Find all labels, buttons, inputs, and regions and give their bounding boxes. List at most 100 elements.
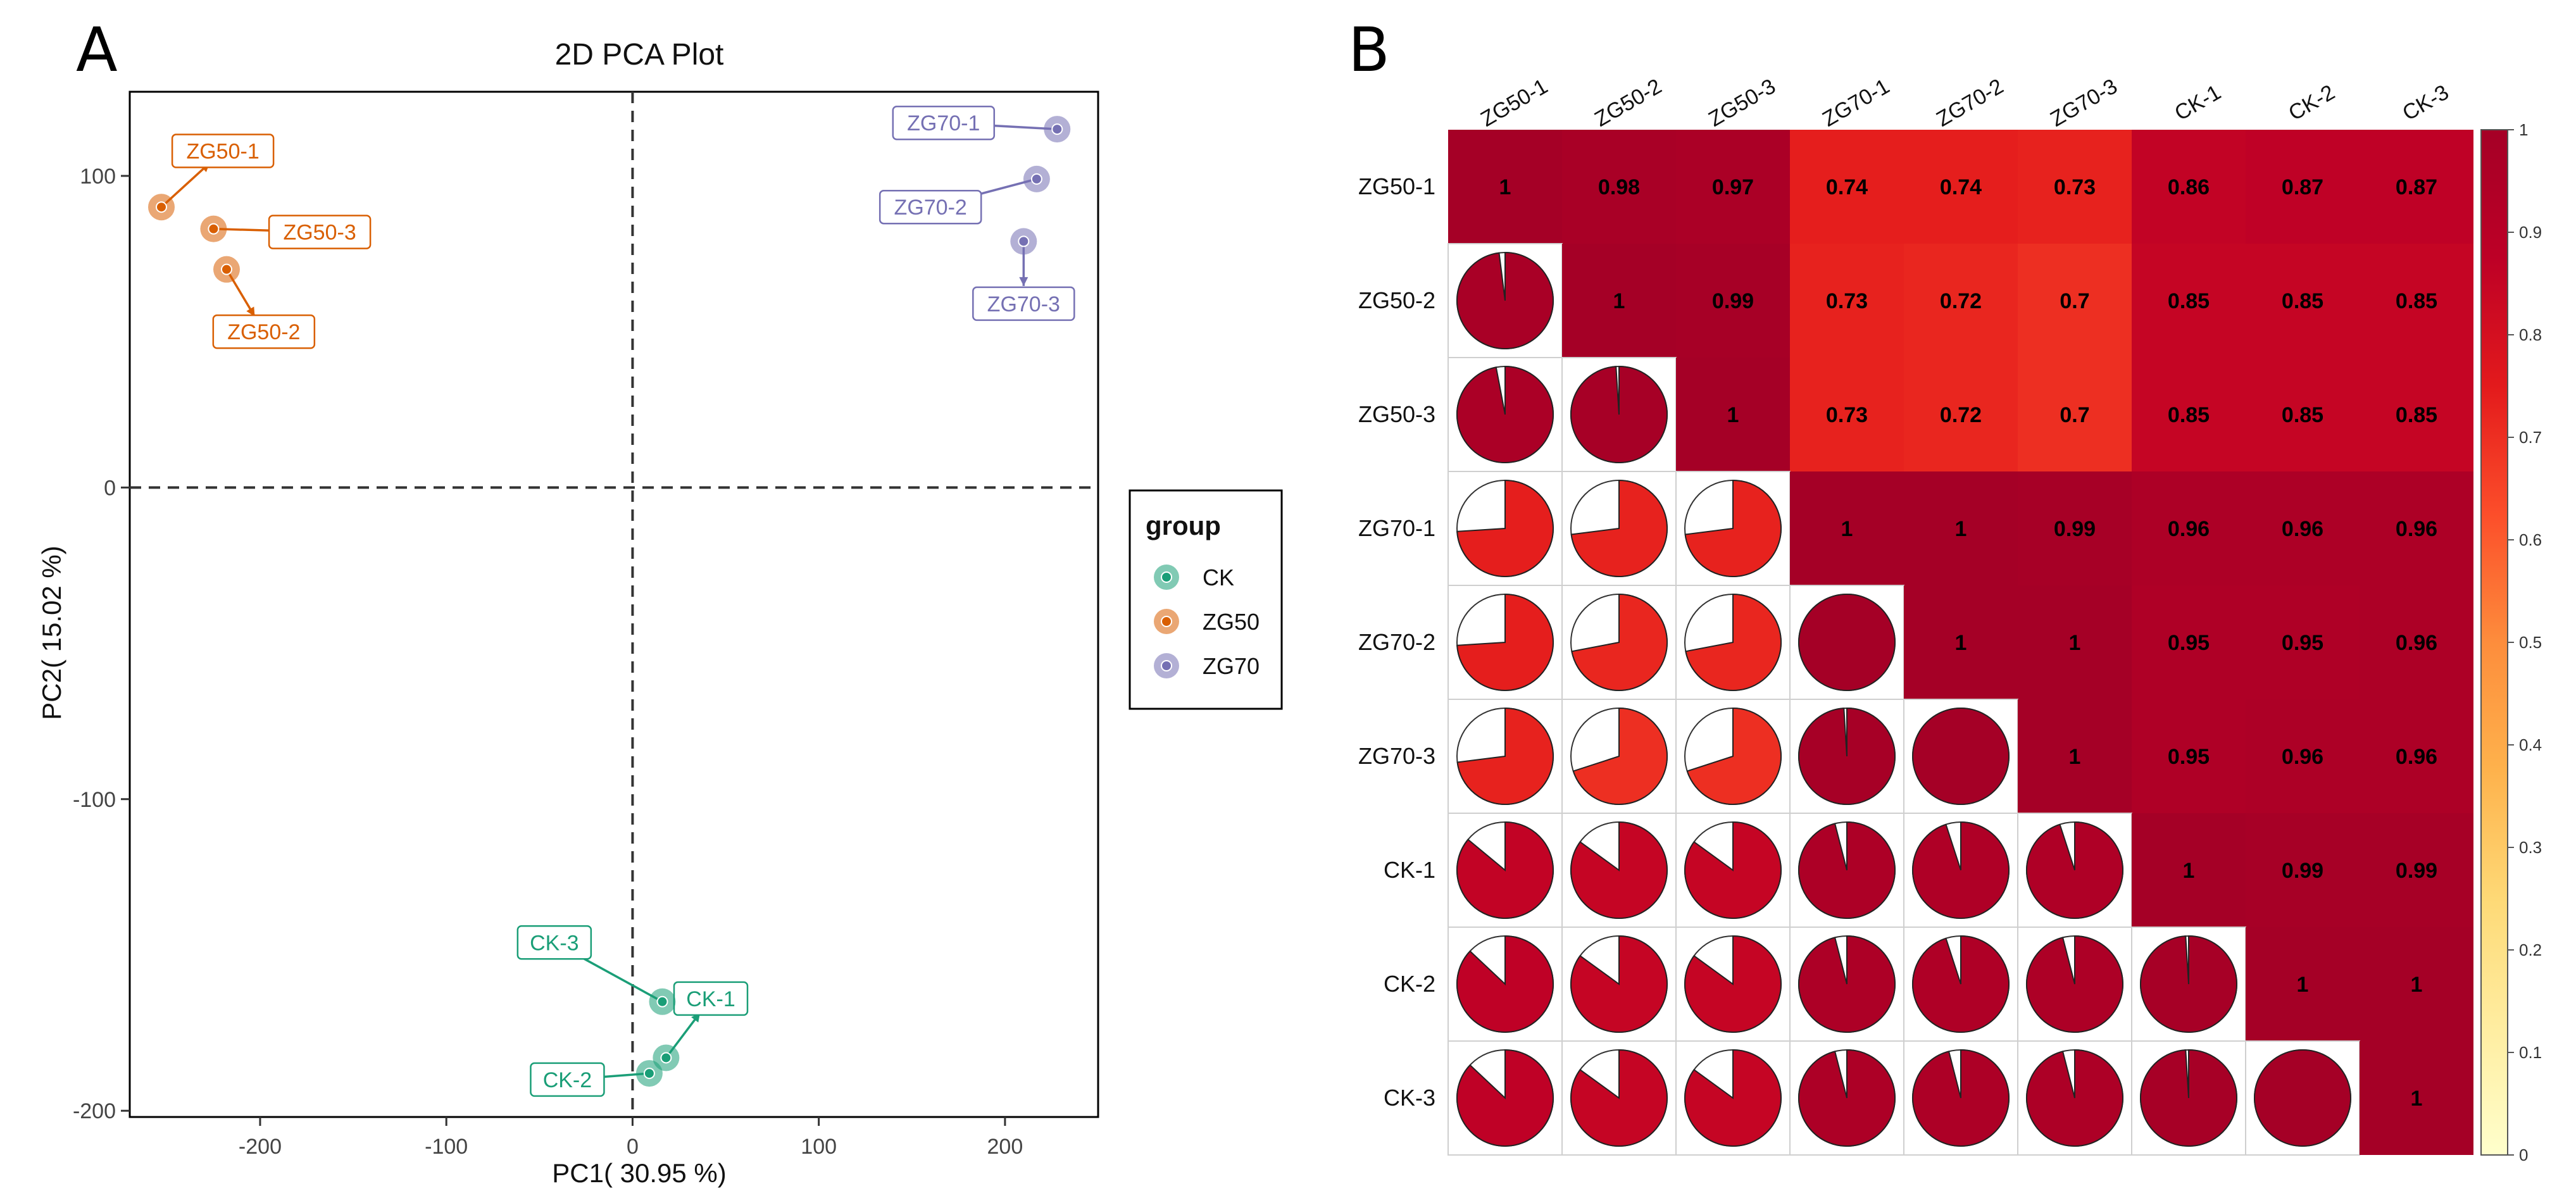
legend-marker	[1161, 571, 1172, 583]
x-tick-label: -200	[239, 1135, 282, 1159]
value-label: 0.96	[2396, 517, 2437, 541]
point-marker	[656, 995, 668, 1008]
pie-slice	[1570, 821, 1668, 919]
value-label: 0.95	[2168, 745, 2210, 769]
value-cell	[2360, 927, 2473, 1041]
value-cell	[2360, 244, 2473, 358]
row-label-zg50-2: ZG50-2	[1358, 287, 1435, 313]
pie-slice	[1798, 1049, 1896, 1147]
pie-slice	[1456, 251, 1554, 349]
pie-slice	[1912, 1049, 2010, 1147]
point-marker	[156, 201, 168, 213]
value-label: 0.72	[1940, 289, 1982, 313]
pca-title: 2D PCA Plot	[555, 38, 724, 72]
value-label: 0.85	[2168, 403, 2210, 427]
value-label: 1	[1499, 175, 1511, 199]
pie-slice	[1456, 365, 1554, 463]
value-cell	[1790, 130, 1904, 244]
pie-slice	[2026, 821, 2123, 919]
value-label: 0.86	[2168, 175, 2210, 199]
point-label: CK-3	[530, 931, 578, 955]
y-tick-label: -200	[73, 1099, 116, 1123]
pie-slice	[1798, 594, 1896, 691]
point-label: ZG70-2	[894, 196, 967, 220]
value-label: 1	[1955, 631, 1967, 655]
colorbar: 0 0.1 0.2 0.3 0.4 0.5 0.6 0.7 0.8 0.9 1	[2480, 120, 2542, 1164]
value-cell	[2246, 358, 2360, 471]
colorbar-tick-label: 0	[2519, 1145, 2528, 1164]
point-label-box	[516, 925, 592, 960]
point-group-zg50-3: ZG50-3	[200, 215, 372, 249]
y-tick-label: -100	[73, 788, 116, 812]
value-cell	[1904, 471, 2018, 585]
point-label: ZG50-1	[186, 140, 259, 164]
value-cell	[1676, 130, 1790, 244]
x-tick-label: 0	[627, 1135, 639, 1159]
pie-slice	[2254, 1049, 2351, 1147]
value-label: 1	[2411, 1087, 2423, 1111]
x-tick-label: 100	[801, 1135, 837, 1159]
colorbar-tick-label: 0.1	[2519, 1043, 2542, 1062]
value-cell	[1790, 244, 1904, 358]
row-label-ck-3: CK-3	[1384, 1085, 1435, 1111]
value-cell	[2018, 471, 2132, 585]
point-marker	[1030, 173, 1042, 185]
point-group-zg50-1: ZG50-1	[148, 134, 275, 221]
colorbar-tick-label: 0.8	[2519, 325, 2542, 344]
pie-slice	[2026, 1049, 2123, 1147]
y-tick-label: 100	[80, 165, 116, 189]
value-cell	[1904, 358, 2018, 471]
point-label: CK-2	[543, 1068, 592, 1092]
point-marker	[221, 263, 232, 275]
value-cell	[2018, 130, 2132, 244]
pie-slice	[1570, 1049, 1668, 1147]
pie-slice	[1685, 593, 1782, 691]
point-label: ZG50-2	[227, 320, 300, 344]
row-label-ck-1: CK-1	[1384, 857, 1435, 883]
panel-b-letter: B	[1348, 15, 1390, 85]
value-label: 0.96	[2396, 745, 2437, 769]
value-cell	[2246, 585, 2360, 699]
row-label-zg70-3: ZG70-3	[1358, 743, 1435, 769]
connector-arrowhead	[246, 306, 255, 317]
value-cell	[2360, 130, 2473, 244]
legend-entry-label: ZG50	[1203, 609, 1260, 635]
value-label: 0.74	[1940, 175, 1982, 199]
value-label: 0.85	[2168, 289, 2210, 313]
colorbar-tick-label: 1	[2519, 120, 2528, 139]
point-marker	[643, 1068, 655, 1080]
point-label-box	[892, 105, 996, 140]
value-cell	[2132, 358, 2246, 471]
pie-slice	[1912, 821, 2010, 919]
pie-slice	[1570, 365, 1668, 463]
value-label: 0.97	[1712, 175, 1754, 199]
legend-title: group	[1146, 511, 1221, 540]
pca-x-axis-label: PC1( 30.95 %)	[552, 1158, 726, 1188]
value-cell	[2360, 1041, 2473, 1155]
value-label: 0.73	[2054, 175, 2096, 199]
value-cell	[2246, 927, 2360, 1041]
value-label: 0.73	[1826, 403, 1868, 427]
point-marker	[1018, 235, 1030, 247]
point-group-ck-2: CK-2	[530, 1060, 663, 1097]
value-cell	[2132, 585, 2246, 699]
value-label: 0.7	[2060, 289, 2089, 313]
row-label-zg50-1: ZG50-1	[1358, 173, 1435, 199]
connector-arrowhead	[1019, 277, 1029, 286]
pca-axes: -200 -100 0 100 200 -200 -100 0 100	[73, 165, 1023, 1159]
point-label-box	[268, 215, 372, 249]
value-label: 0.99	[2054, 517, 2096, 541]
point-label: ZG50-3	[283, 221, 356, 245]
pie-slice	[1912, 935, 2010, 1033]
pie-slice	[1571, 593, 1668, 691]
value-label: 1	[2069, 631, 2081, 655]
value-cell	[1562, 130, 1676, 244]
panel-a-letter: A	[76, 15, 118, 85]
colorbar-tick-label: 0.4	[2519, 735, 2542, 754]
row-label-zg50-3: ZG50-3	[1358, 401, 1435, 427]
value-cell	[2018, 358, 2132, 471]
pie-slice	[1570, 479, 1668, 577]
value-cell	[2360, 585, 2473, 699]
pie-slice	[1456, 593, 1554, 691]
